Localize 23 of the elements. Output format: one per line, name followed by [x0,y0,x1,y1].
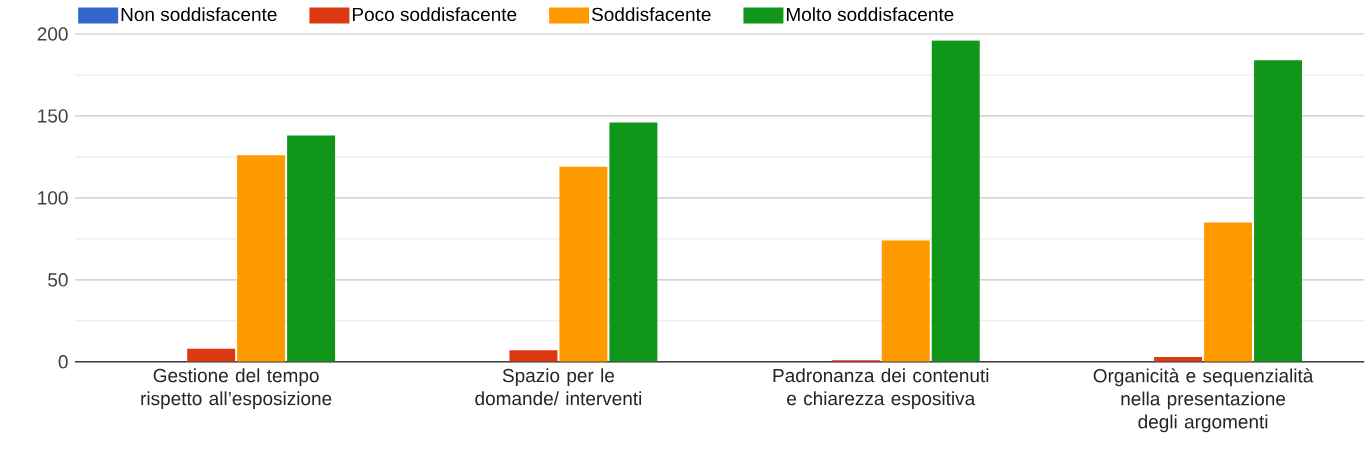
y-tick-label: 200 [37,27,68,41]
bar [1254,60,1303,362]
bar [509,350,558,362]
bar [1204,222,1253,362]
x-tick-label: Padronanza dei contenuti e chiarezza espositiva [773,368,989,410]
bar [931,40,980,362]
legend-label: Molto soddisfacente [786,7,954,22]
bar [881,240,930,362]
legend-label: Non soddisfacente [121,7,277,22]
y-tick-label: 150 [38,109,68,123]
legend-label: Poco soddisfacente [352,7,517,22]
bar [609,122,658,362]
y-tick-label: 50 [48,273,68,287]
x-tick-label: Spazio per le domande/ interventi [475,368,642,406]
legend-label: Soddisfacente [591,7,711,22]
bar [287,135,336,362]
bar [237,155,286,362]
y-tick-label: 0 [58,355,68,369]
bar [559,166,608,362]
x-tick-label: Organicità e sequenzialità nella presentazione degli argomenti [1093,368,1314,433]
bar [187,348,236,362]
x-tick-label: Gestione del tempo rispetto all’esposizione [141,368,332,410]
y-tick-label: 100 [38,191,68,205]
